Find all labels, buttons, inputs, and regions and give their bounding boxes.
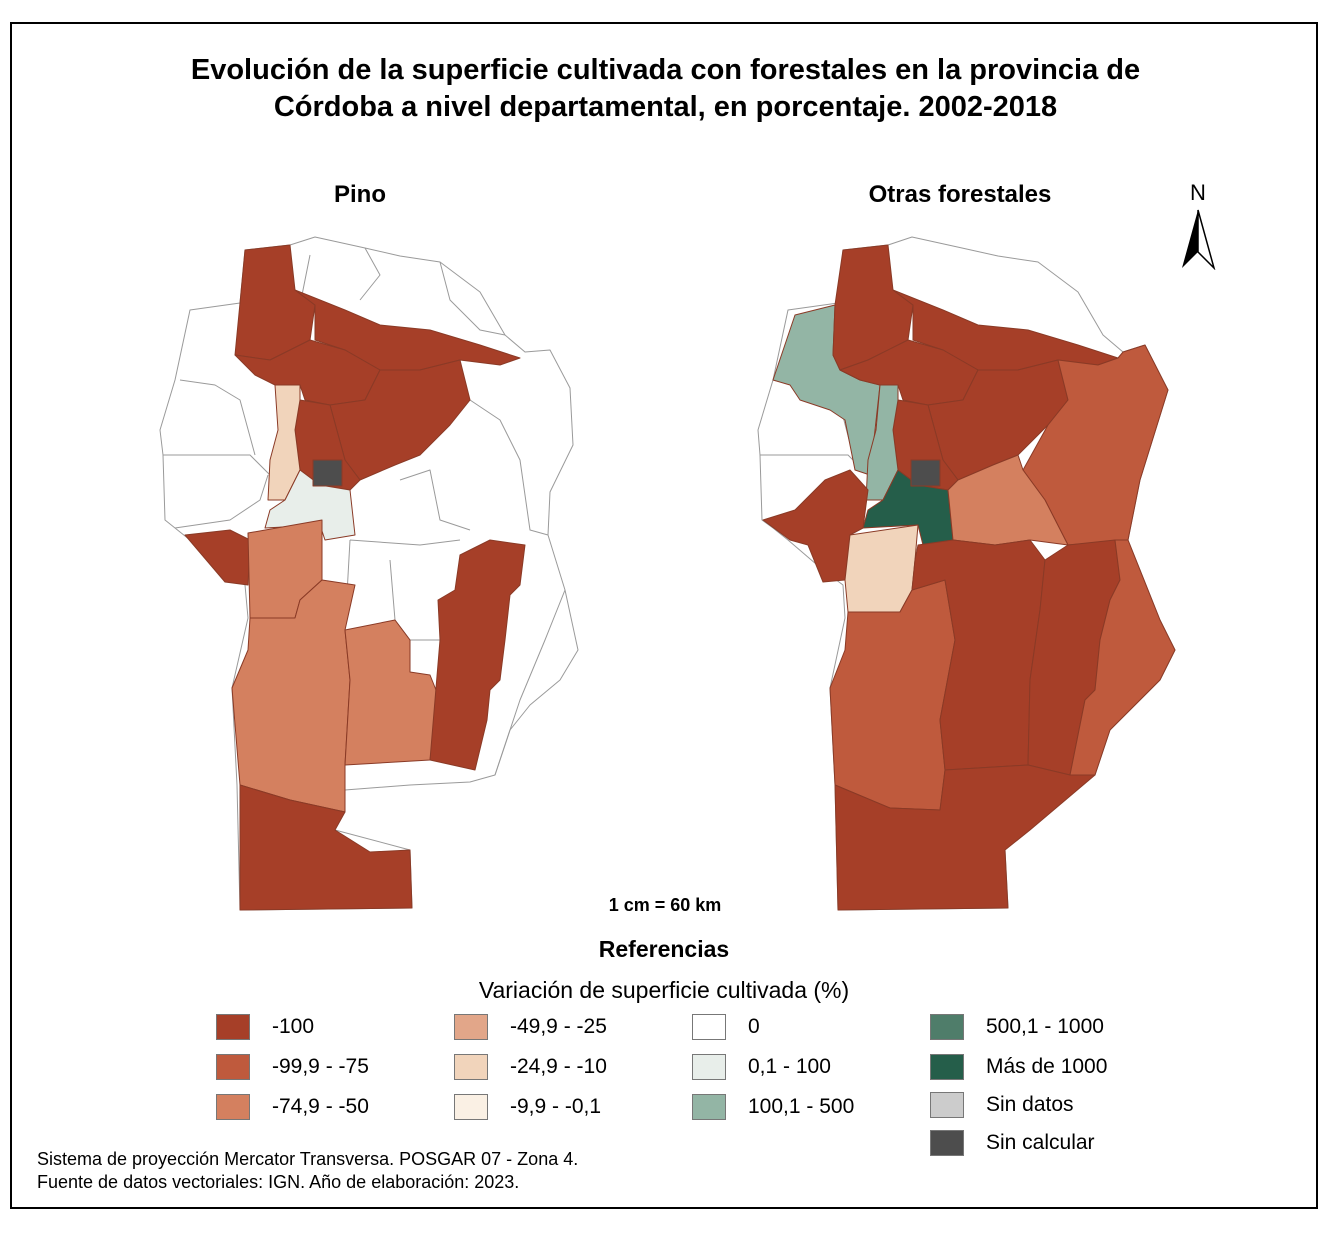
legend-swatch <box>930 1092 964 1118</box>
department-pino-norte-b <box>294 289 521 371</box>
legend-label: Sin calcular <box>986 1131 1095 1154</box>
legend-item: -9,9 - -0,1 <box>454 1093 601 1121</box>
legend-item: -49,9 - -25 <box>454 1013 607 1041</box>
department-pino-capital <box>312 459 343 487</box>
legend-swatch <box>454 1094 488 1120</box>
legend-swatch <box>454 1054 488 1080</box>
legend-item: Sin calcular <box>930 1129 1095 1157</box>
title-line-2: Córdoba a nivel departamental, en porcen… <box>273 91 1058 123</box>
title-line-1: Evolución de la superficie cultivada con… <box>190 54 1141 86</box>
legend-label: 0 <box>748 1015 760 1038</box>
department-otras-sur-oeste <box>829 579 956 811</box>
legend-label: -74,9 - -50 <box>272 1095 369 1118</box>
legend-item: -99,9 - -75 <box>216 1053 369 1081</box>
legend-swatch <box>930 1054 964 1080</box>
legend-label: Más de 1000 <box>986 1055 1108 1078</box>
otras-map-title: Otras forestales <box>868 181 1052 208</box>
legend-item: Más de 1000 <box>930 1053 1107 1081</box>
department-otras-extremo-sur <box>834 764 1096 911</box>
pino-map-title: Pino <box>334 181 386 208</box>
legend-label: -9,9 - -0,1 <box>510 1095 602 1118</box>
north-arrow: N <box>1170 180 1226 270</box>
legend-item: -74,9 - -50 <box>216 1093 369 1121</box>
department-otras-capital <box>910 459 941 487</box>
legend-item: 100,1 - 500 <box>692 1093 854 1121</box>
pino-map <box>159 236 579 911</box>
legend-label: -99,9 - -75 <box>272 1055 369 1078</box>
legend-title: Referencias <box>598 936 730 962</box>
legend-swatch <box>216 1014 250 1040</box>
department-pino-sur-este-centro <box>344 619 441 766</box>
footer-line-2: Fuente de datos vectoriales: IGN. Año de… <box>37 1172 520 1192</box>
legend-item: -100 <box>216 1013 314 1041</box>
footer-line-1: Sistema de proyección Mercator Transvers… <box>37 1149 579 1169</box>
legend-swatch <box>692 1014 726 1040</box>
legend-swatch <box>454 1014 488 1040</box>
legend-item: 0 <box>692 1013 760 1041</box>
legend-label: -100 <box>272 1015 315 1038</box>
legend-subtitle: Variación de superficie cultivada (%) <box>478 977 850 1003</box>
otras-map <box>757 236 1176 911</box>
scale-text: 1 cm = 60 km <box>608 895 722 915</box>
footer: Sistema de proyección Mercator Transvers… <box>37 1148 578 1194</box>
legend-item: 500,1 - 1000 <box>930 1013 1104 1041</box>
department-otras-oeste-sur <box>762 469 869 583</box>
legend-label: 500,1 - 1000 <box>986 1015 1104 1038</box>
department-pino-noreste <box>329 359 471 481</box>
legend-swatch <box>930 1014 964 1040</box>
legend-swatch <box>216 1094 250 1120</box>
north-letter: N <box>1190 180 1206 205</box>
legend-swatch <box>692 1094 726 1120</box>
legend-item: Sin datos <box>930 1091 1074 1119</box>
legend-swatch <box>216 1054 250 1080</box>
department-pino-extremo-sur <box>239 784 413 911</box>
legend-label: 0,1 - 100 <box>748 1055 831 1078</box>
legend-swatch <box>692 1054 726 1080</box>
department-pino-centro-sur <box>264 469 356 541</box>
main-title: Evolución de la superficie cultivada con… <box>0 52 1331 126</box>
legend-label: -49,9 - -25 <box>510 1015 607 1038</box>
department-pino-este-franja <box>429 539 526 771</box>
legend-item: -24,9 - -10 <box>454 1053 607 1081</box>
north-arrow-icon <box>1182 209 1216 270</box>
legend-label: 100,1 - 500 <box>748 1095 855 1118</box>
legend-label: -24,9 - -10 <box>510 1055 607 1078</box>
legend-swatch <box>930 1130 964 1156</box>
legend-label: Sin datos <box>986 1093 1074 1116</box>
legend-item: 0,1 - 100 <box>692 1053 831 1081</box>
